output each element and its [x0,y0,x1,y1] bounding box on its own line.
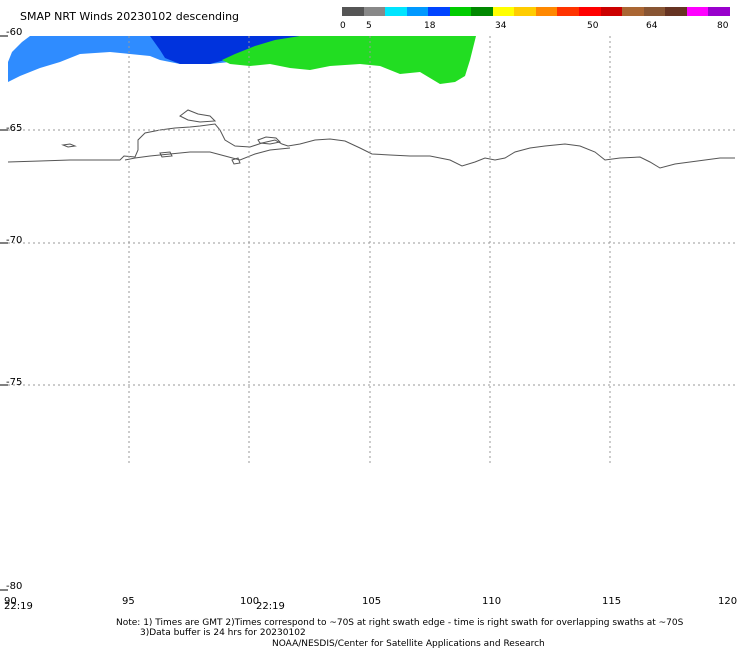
colorbar-segment [363,7,386,16]
wind-speed-colorbar [342,7,730,16]
colorbar-segment [492,7,515,16]
gridlines [8,36,735,465]
colorbar-segment [471,7,493,16]
lon-label-90: 90 [4,596,17,607]
note-line-2: 3)Data buffer is 24 hrs for 20230102 [140,628,306,638]
map-title: SMAP NRT Winds 20230102 descending [20,10,240,23]
lon-label-100: 100 [240,596,260,607]
lat-ticks [0,35,8,591]
coastline-island-2 [257,136,282,145]
colorbar-label-18: 18 [424,21,436,31]
colorbar-label-80: 80 [717,21,729,31]
lat-label-60: -60 [6,27,23,38]
lon-label-95: 95 [122,596,135,607]
coastline-island-4 [159,151,173,158]
lon-label-105: 105 [362,596,382,607]
colorbar-segment [643,7,666,16]
colorbar-segment [514,7,536,16]
colorbar-label-34: 34 [495,21,507,31]
colorbar-segment [579,7,601,16]
time-label-left: 22:19 [4,601,33,612]
colorbar-segment [342,7,364,16]
lat-label-75: -75 [6,377,23,388]
colorbar-segment [385,7,407,16]
colorbar-segment [557,7,580,16]
coastline-island-5 [231,157,241,165]
colorbar-segment [449,7,472,16]
lon-label-120: 120 [718,596,738,607]
wind-swath-green [222,36,476,84]
lon-label-115: 115 [602,596,622,607]
lat-label-80: -80 [6,581,23,592]
colorbar-segment [406,7,429,16]
antarctic-coastline [7,123,735,169]
time-label-center: 22:19 [256,601,285,612]
note-line-3: NOAA/NESDIS/Center for Satellite Applica… [272,639,545,649]
colorbar-segment [665,7,687,16]
colorbar-segment [686,7,709,16]
lon-label-110: 110 [482,596,502,607]
colorbar-segment [428,7,450,16]
coastline-island-3 [61,143,77,148]
colorbar-label-50: 50 [587,21,599,31]
colorbar-segment [708,7,730,16]
colorbar-label-64: 64 [646,21,658,31]
coastline-shelf [124,147,291,161]
colorbar-label-5: 5 [366,21,372,31]
colorbar-label-0: 0 [340,21,346,31]
lat-label-65: -65 [6,123,23,134]
note-line-1: Note: 1) Times are GMT 2)Times correspon… [116,618,684,628]
coastline-island-1 [179,109,217,123]
lat-label-70: -70 [6,235,23,246]
wind-swath-blue-dark [150,36,300,64]
colorbar-segment [600,7,623,16]
colorbar-segment [622,7,644,16]
colorbar-segment [535,7,558,16]
